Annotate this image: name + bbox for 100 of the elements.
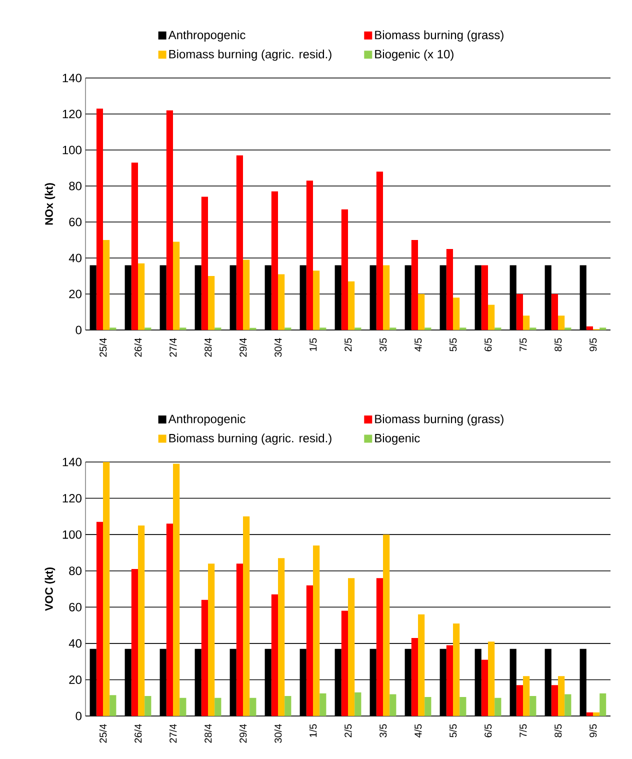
y-tick-label: 20 xyxy=(69,675,82,684)
x-tick-label: 4/5 xyxy=(414,724,422,738)
bar xyxy=(131,162,138,330)
bar xyxy=(376,578,384,716)
bar xyxy=(138,525,145,716)
x-tick-label: 8/5 xyxy=(554,338,562,352)
x-tick-label: 25/4 xyxy=(99,338,107,357)
bar xyxy=(236,564,243,716)
y-tick-label: 100 xyxy=(62,530,82,539)
bar xyxy=(494,698,502,716)
bar xyxy=(523,316,530,330)
x-tick-label: 30/4 xyxy=(274,338,282,357)
bar xyxy=(166,524,173,716)
y-tick-label: 140 xyxy=(62,458,82,466)
legend-label: Biogenic xyxy=(375,434,420,445)
bar xyxy=(453,623,460,716)
bar xyxy=(354,692,362,716)
bar xyxy=(453,298,460,330)
x-tick-label: 28/4 xyxy=(204,724,212,743)
x-tick-label: 8/5 xyxy=(554,724,562,738)
bar xyxy=(600,693,606,716)
bar xyxy=(103,240,110,330)
bar xyxy=(201,196,208,330)
x-tick-label: 2/5 xyxy=(344,338,352,352)
x-tick-label: 2/5 xyxy=(344,724,352,738)
y-tick-label: 60 xyxy=(69,602,82,612)
bar xyxy=(173,464,180,716)
legend-label: Anthropogenic xyxy=(168,30,246,42)
bar xyxy=(558,316,565,330)
bar xyxy=(586,326,594,330)
bar xyxy=(243,516,250,716)
bar xyxy=(488,642,495,716)
y-tick-label: 40 xyxy=(68,639,82,648)
bar xyxy=(418,294,425,330)
bar xyxy=(523,676,530,716)
y-tick-label: 100 xyxy=(62,146,82,154)
x-tick-label: 26/4 xyxy=(134,724,142,743)
x-tick-label: 27/4 xyxy=(169,724,177,743)
bar xyxy=(564,694,572,716)
bar xyxy=(201,600,208,716)
legend-label: Anthropogenic xyxy=(168,414,246,426)
bar xyxy=(96,522,103,716)
bar xyxy=(313,270,320,330)
y-tick-label: 120 xyxy=(62,110,82,118)
bar xyxy=(243,260,250,330)
bar xyxy=(481,660,488,716)
bar xyxy=(446,248,454,330)
legend-label: Biogenic (x 10) xyxy=(375,50,454,61)
bar xyxy=(551,294,558,330)
bar xyxy=(411,240,418,330)
bar xyxy=(180,698,186,716)
y-axis-title: VOC (kt) xyxy=(44,568,56,611)
bar xyxy=(313,545,320,716)
y-tick-label: 40 xyxy=(68,254,82,262)
x-tick-label: 1/5 xyxy=(309,724,317,737)
y-tick-label: 80 xyxy=(69,182,82,190)
bar xyxy=(446,645,454,716)
bar xyxy=(390,694,396,716)
bar xyxy=(236,155,243,330)
x-tick-label: 6/5 xyxy=(484,338,492,352)
bar xyxy=(103,462,110,716)
bar xyxy=(593,712,600,716)
y-tick-label: 80 xyxy=(69,566,82,576)
bar xyxy=(530,696,536,716)
bar xyxy=(250,698,256,716)
x-tick-label: 1/5 xyxy=(309,338,317,351)
legend-label: Biomass burning (grass) xyxy=(375,414,504,426)
x-tick-label: 7/5 xyxy=(519,338,527,352)
bar xyxy=(376,172,384,330)
bar xyxy=(341,209,348,330)
bar xyxy=(306,180,313,330)
bar xyxy=(271,594,278,716)
x-tick-label: 28/4 xyxy=(204,338,212,357)
legend-label: Biomass burning (grass) xyxy=(375,30,504,42)
bar xyxy=(208,564,215,716)
bar xyxy=(481,265,488,330)
bar xyxy=(516,294,524,330)
x-tick-label: 5/5 xyxy=(449,338,457,352)
bar xyxy=(173,242,180,330)
y-tick-label: 60 xyxy=(69,218,82,226)
bar xyxy=(424,696,432,716)
bar xyxy=(320,693,326,716)
y-tick-label: 20 xyxy=(69,290,82,298)
bar xyxy=(271,191,278,330)
bar xyxy=(341,610,348,716)
y-tick-label: 140 xyxy=(62,74,82,82)
x-tick-label: 30/4 xyxy=(274,724,282,743)
bar xyxy=(516,685,524,716)
bar xyxy=(284,696,292,716)
bar xyxy=(411,638,418,716)
bar xyxy=(278,558,285,716)
x-tick-label: 26/4 xyxy=(134,338,142,357)
x-tick-label: 27/4 xyxy=(169,338,177,357)
bar xyxy=(488,304,495,330)
bar xyxy=(348,281,355,330)
bar xyxy=(166,110,173,330)
bar xyxy=(96,108,103,330)
bar xyxy=(551,685,558,716)
bar xyxy=(558,676,565,716)
legend-label: Biomass burning (agric. resid.) xyxy=(169,50,332,61)
